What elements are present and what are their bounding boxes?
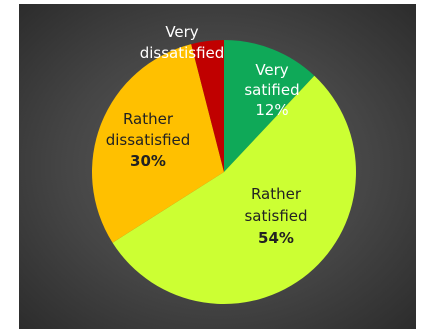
slice-label-line2-1: satisfied: [244, 207, 307, 225]
slice-label-percent-1: 54%: [258, 229, 294, 247]
slice-label-2: Rather dissatisfied 30%: [106, 110, 191, 170]
pie-slice-1: [112, 75, 356, 304]
slice-label-line1-1: Rather: [251, 185, 302, 203]
slice-label-line2-0: satified: [244, 81, 299, 99]
slice-label-0: Very satified 12%: [244, 61, 299, 119]
slice-label-percent-2: 30%: [130, 152, 166, 170]
slice-label-3: Very dissatisfied: [140, 23, 225, 62]
chart-area: Very satified 12% Rather satisfied 54% Rather d…: [19, 4, 416, 329]
slice-label-line2-3: dissatisfied: [140, 44, 225, 62]
slice-label-line2-2: dissatisfied: [106, 131, 191, 149]
pie-chart: Very satified 12% Rather satisfied 54% Rather d…: [91, 23, 356, 304]
slice-label-1: Rather satisfied 54%: [244, 185, 307, 247]
slice-label-line1-0: Very: [255, 61, 288, 79]
pie-slice-2: [91, 44, 224, 243]
slice-label-percent-0: 12%: [255, 101, 288, 119]
pie-slice-0: [224, 40, 315, 172]
slice-label-line1-2: Rather: [123, 110, 174, 128]
slice-label-line1-3: Very: [165, 23, 198, 41]
pie-slice-3: [191, 40, 224, 172]
